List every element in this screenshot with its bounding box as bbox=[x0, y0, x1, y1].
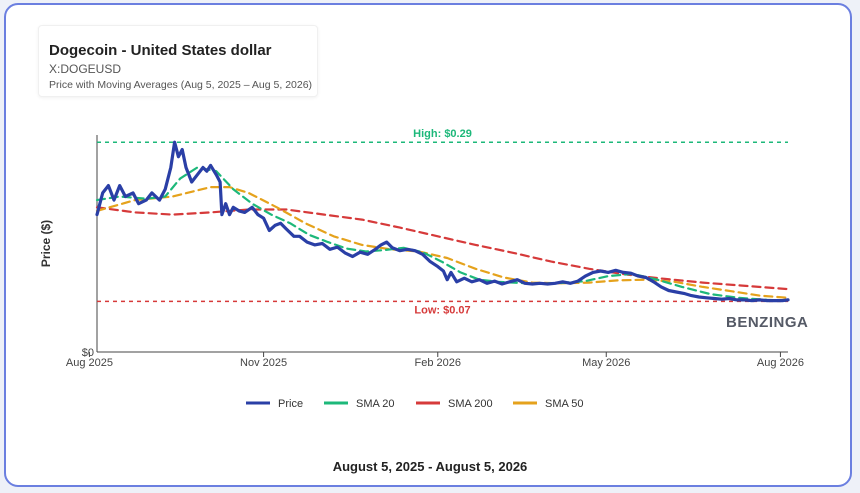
series-line-sma20 bbox=[95, 166, 790, 302]
high-reference-label: High: $0.29 bbox=[413, 128, 472, 140]
x-tick-label: Aug 2026 bbox=[757, 357, 804, 369]
title-box: Dogecoin - United States dollar X:DOGEUS… bbox=[38, 25, 318, 97]
x-tick-label: Feb 2026 bbox=[415, 357, 461, 369]
x-tick-label: May 2026 bbox=[582, 357, 630, 369]
x-tick-label: Nov 2025 bbox=[240, 357, 287, 369]
ticker-symbol: X:DOGEUSD bbox=[49, 62, 122, 76]
series-line-price bbox=[95, 140, 790, 303]
legend-label-sma20: SMA 20 bbox=[356, 398, 395, 410]
y-axis-label: Price ($) bbox=[39, 220, 53, 267]
date-range-footer: August 5, 2025 - August 5, 2026 bbox=[332, 459, 528, 474]
chart-card: Dogecoin - United States dollar X:DOGEUS… bbox=[4, 3, 852, 487]
legend-label-sma200: SMA 200 bbox=[448, 398, 493, 410]
x-tick-label: Aug 2025 bbox=[66, 357, 113, 369]
chart-subtitle: Price with Moving Averages (Aug 5, 2025 … bbox=[49, 79, 313, 91]
y-tick-label: $0 bbox=[82, 347, 94, 359]
low-reference-label: Low: $0.07 bbox=[414, 304, 470, 316]
series-line-sma50 bbox=[95, 186, 790, 299]
chart-title: Dogecoin - United States dollar bbox=[49, 42, 272, 59]
legend-label-price: Price bbox=[278, 398, 303, 410]
series-line-sma200 bbox=[95, 206, 790, 291]
benzinga-logo: BENZINGA bbox=[726, 314, 809, 331]
legend-label-sma50: SMA 50 bbox=[545, 398, 584, 410]
